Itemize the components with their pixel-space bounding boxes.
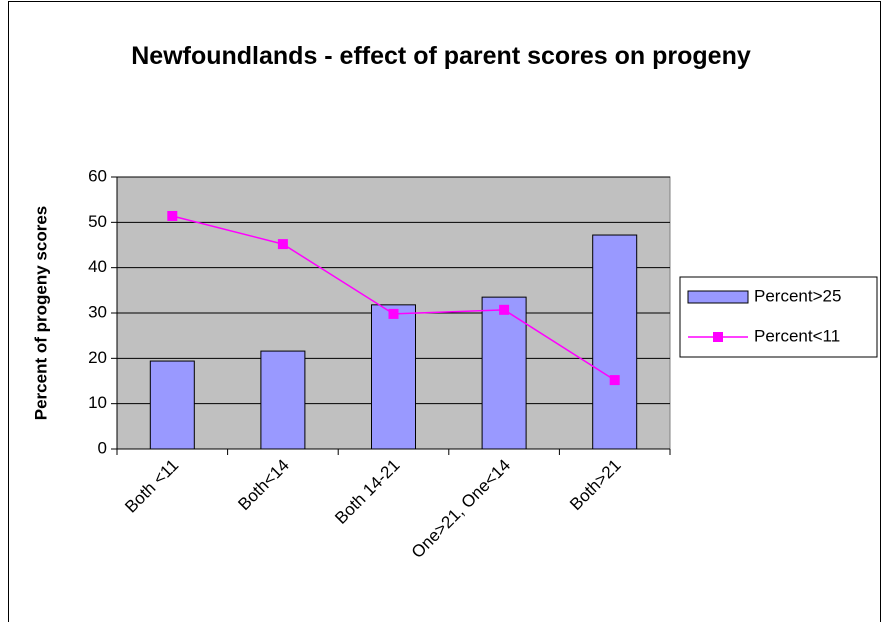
bar — [481, 296, 527, 450]
legend-marker — [713, 332, 723, 342]
marker — [609, 375, 620, 386]
bar — [371, 304, 416, 450]
legend-swatch — [687, 290, 749, 304]
y-tick-label: 20 — [88, 348, 107, 367]
y-axis-label: Percent of progeny scores — [31, 206, 50, 420]
marker — [277, 239, 288, 250]
y-tick-label: 30 — [88, 302, 107, 321]
y-tick-label: 50 — [88, 212, 107, 231]
y-tick-label: 40 — [88, 257, 107, 276]
y-tick-label: 0 — [98, 438, 107, 457]
bar — [260, 350, 306, 450]
bar — [149, 360, 195, 450]
y-tick-label: 60 — [88, 166, 107, 185]
bar — [592, 234, 638, 450]
y-tick-label: 10 — [88, 393, 107, 412]
legend-box — [679, 276, 878, 358]
legend-label: Percent>25 — [754, 286, 841, 305]
legend-label: Percent<11 — [754, 326, 840, 345]
chart-title: Newfoundlands - effect of parent scores … — [131, 42, 751, 70]
marker — [167, 210, 178, 221]
marker — [388, 308, 399, 319]
marker — [499, 304, 510, 315]
